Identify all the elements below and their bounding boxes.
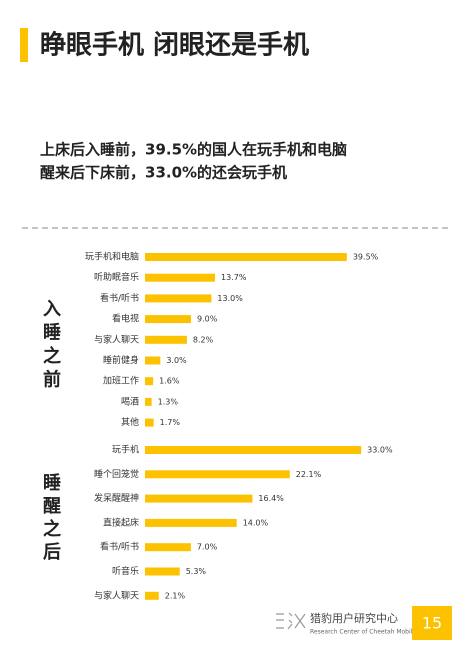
bar [145,494,253,503]
footer: 猎豹用户研究中心 Research Center of Cheetah Mobi… [276,606,452,640]
category-label: 喝酒 [121,396,139,407]
value-label: 14.0% [243,518,269,527]
bar [145,567,180,576]
bar [145,335,187,344]
bar [145,543,191,552]
page-number-box [412,606,452,640]
value-label: 1.7% [160,418,181,427]
value-label: 7.0% [197,543,218,552]
category-label: 直接起床 [103,516,139,528]
category-label: 看书/听书 [100,292,139,304]
category-label: 睡个回笼觉 [94,468,139,480]
group-title: 入睡之前 [43,299,61,391]
value-label: 1.3% [158,397,179,406]
category-label: 看书/听书 [100,541,139,553]
bar [145,518,237,527]
value-label: 2.1% [165,591,186,600]
footer-org-en: Research Center of Cheetah Mobile [310,629,416,636]
page-number: 15 [422,614,442,633]
footer-org: 猎豹用户研究中心 [310,611,398,625]
bar [145,470,290,479]
value-label: 22.1% [296,470,322,479]
category-label: 与家人聊天 [94,333,139,345]
bar [145,397,152,406]
title-accent [20,28,28,62]
group-title: 睡醒之后 [43,473,61,563]
bar [145,446,362,454]
value-label: 5.3% [186,567,207,576]
category-label: 其他 [121,416,139,428]
bar [145,294,212,303]
value-label: 33.0% [367,446,393,455]
value-label: 3.0% [166,356,187,365]
bar [145,418,154,427]
category-label: 听助眠音乐 [94,271,139,283]
subtitle-line: 醒来后下床前，33.0%的还会玩手机 [40,164,287,182]
value-label: 16.4% [258,494,284,503]
category-label: 玩手机 [112,444,139,456]
category-label: 玩手机和电脑 [85,251,139,263]
bar [145,591,159,600]
bar [145,253,347,261]
category-label: 与家人聊天 [94,589,139,601]
footer-logo [276,612,306,630]
bar [145,315,191,324]
subtitle-line: 上床后入睡前，39.5%的国人在玩手机和电脑 [40,141,347,159]
value-label: 1.6% [159,377,180,386]
value-label: 8.2% [193,335,214,344]
category-label: 发呆醒醒神 [94,492,139,504]
page-title: 睁眼手机 闭眼还是手机 [40,30,309,61]
category-label: 看电视 [112,313,139,325]
value-label: 39.5% [353,253,379,262]
category-label: 睡前健身 [103,354,139,366]
value-label: 9.0% [197,315,218,324]
bar [145,377,154,386]
category-label: 听音乐 [112,565,139,577]
value-label: 13.7% [221,273,247,282]
value-label: 13.0% [217,294,243,303]
bar [145,273,216,282]
bar [145,356,161,365]
category-label: 加班工作 [103,375,139,387]
